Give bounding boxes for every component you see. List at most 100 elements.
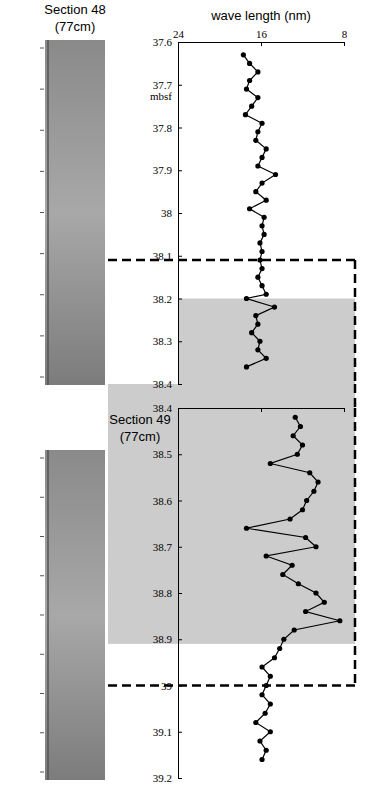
y-tick-label: 38.4	[153, 378, 173, 390]
data-point	[255, 275, 260, 280]
y-tick-label: 37.6	[153, 36, 173, 48]
data-point	[247, 206, 252, 211]
data-point	[249, 330, 254, 335]
data-point	[322, 600, 327, 605]
y-tick-mark	[178, 85, 182, 86]
data-point	[241, 52, 246, 57]
data-layer	[244, 415, 343, 762]
data-point	[253, 720, 258, 725]
y-tick-label: 38.1	[153, 250, 172, 262]
y-tick: 37.8	[153, 122, 182, 134]
y-axis: 38.438.538.638.738.838.93939.139.2	[153, 402, 182, 784]
data-point	[255, 347, 260, 352]
y-tick: 38.2	[153, 293, 182, 305]
data-point	[280, 572, 285, 577]
y-tick-mark	[178, 454, 182, 455]
core-scale-tick	[40, 335, 44, 336]
core-scale-tick	[40, 212, 44, 213]
data-point	[272, 655, 277, 660]
data-point	[244, 86, 249, 91]
data-point	[259, 283, 264, 288]
data-point	[244, 364, 249, 369]
data-point	[303, 535, 308, 540]
core-scale-tick	[40, 693, 44, 694]
data-point	[268, 729, 273, 734]
dashed-box	[108, 684, 355, 687]
y-tick-mark	[178, 42, 182, 43]
y-tick: 38.1	[153, 250, 182, 262]
data-point	[268, 701, 273, 706]
data-point	[247, 61, 252, 66]
data-point	[296, 581, 301, 586]
data-point	[268, 461, 273, 466]
data-point	[259, 180, 264, 185]
core-scale-tick	[40, 48, 44, 49]
core-photo	[40, 40, 105, 385]
x-axis-title: wave length (nm)	[210, 8, 311, 23]
x-tick-mark	[344, 408, 345, 412]
data-point	[290, 563, 295, 568]
data-point	[264, 748, 269, 753]
data-point	[262, 232, 267, 237]
data-point	[273, 172, 278, 177]
y-axis-title: mbsf	[150, 90, 172, 102]
core-scale-tick	[40, 171, 44, 172]
y-tick: 38.4	[153, 378, 182, 390]
y-tick-label: 37.9	[153, 164, 173, 176]
data-point	[295, 452, 300, 457]
data-point	[307, 470, 312, 475]
x-tick	[344, 408, 345, 412]
dashed-gap	[354, 384, 357, 408]
core-scale-tick	[40, 130, 44, 131]
y-tick-label: 38.9	[153, 633, 173, 645]
dashed-box	[354, 408, 357, 686]
y-tick-label: 39.1	[153, 726, 172, 738]
data-point	[292, 627, 297, 632]
data-point	[244, 296, 249, 301]
core-image	[45, 450, 105, 780]
dashed-box	[108, 259, 355, 262]
y-tick-label: 39	[161, 680, 173, 692]
x-tick-mark	[261, 408, 262, 412]
y-tick-mark	[178, 778, 182, 779]
data-point	[268, 674, 273, 679]
data-point	[255, 69, 260, 74]
figure: Section 48(77cm)2416837.637.737.837.9383…	[0, 0, 385, 793]
dashed-box	[354, 260, 357, 384]
data-point	[257, 257, 262, 262]
core-scale-tick	[40, 89, 44, 90]
panel: Section 48(77cm)2416837.637.737.837.9383…	[44, 2, 355, 390]
data-point	[259, 692, 264, 697]
y-tick: 38.7	[153, 541, 182, 553]
data-point	[255, 129, 260, 134]
y-tick: 39.1	[153, 726, 182, 738]
data-point	[304, 498, 309, 503]
y-tick: 38.9	[153, 633, 182, 645]
data-line	[246, 417, 339, 759]
y-tick-mark	[178, 408, 182, 409]
data-point	[259, 664, 264, 669]
data-point	[259, 155, 264, 160]
highlights	[108, 299, 355, 644]
data-point	[315, 479, 320, 484]
y-tick: 38.6	[153, 495, 182, 507]
data-point	[303, 609, 308, 614]
data-point	[264, 553, 269, 558]
y-tick-label: 38.5	[153, 448, 173, 460]
panel: Section 49(77cm)38.438.538.638.738.838.9…	[108, 402, 355, 784]
data-point	[264, 146, 269, 151]
core-scale-tick	[40, 536, 44, 537]
y-tick-mark	[178, 639, 182, 640]
y-tick: 37.6	[153, 36, 182, 48]
data-point	[259, 223, 264, 228]
data-point	[253, 189, 258, 194]
y-tick-mark	[178, 593, 182, 594]
y-tick: 38.3	[153, 335, 182, 347]
y-tick-label: 38.7	[153, 541, 173, 553]
data-point	[253, 313, 258, 318]
data-point	[313, 590, 318, 595]
data-point	[259, 121, 264, 126]
y-tick-mark	[178, 299, 182, 300]
data-point	[255, 322, 260, 327]
x-tick-label: 16	[256, 28, 268, 40]
